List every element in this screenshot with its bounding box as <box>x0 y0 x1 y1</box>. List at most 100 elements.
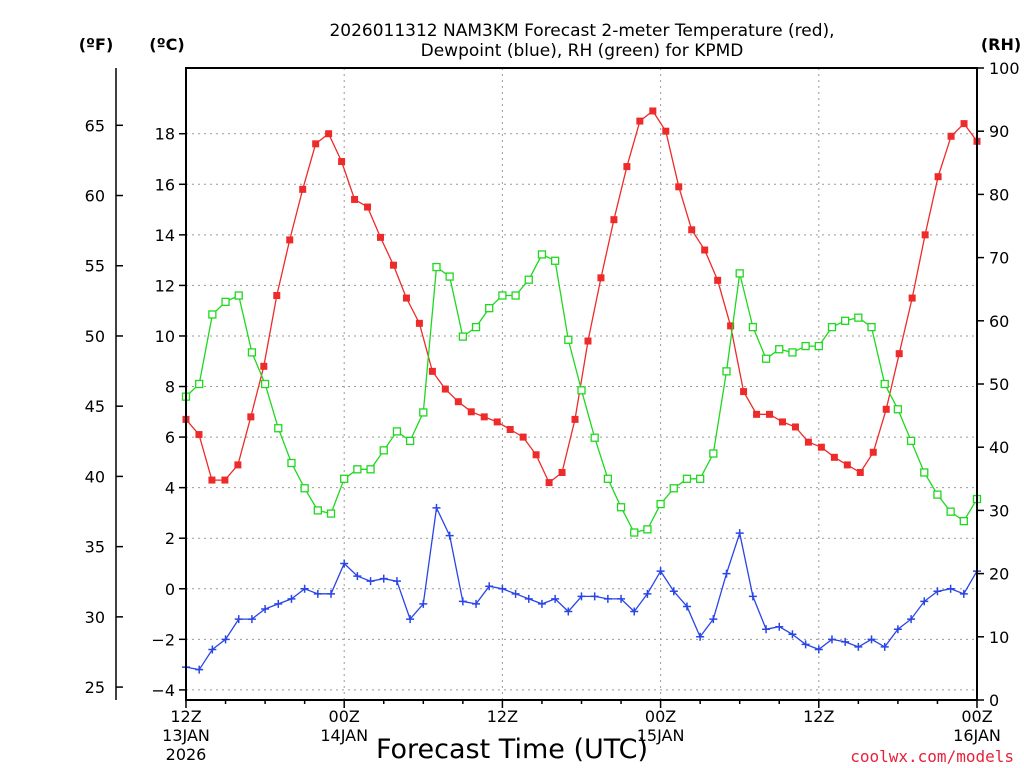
rh-point <box>405 436 415 446</box>
rh-point <box>340 474 349 483</box>
celsius-tick-label: 18 <box>155 125 175 144</box>
temp-point <box>921 231 929 239</box>
dewpoint-point <box>234 615 243 624</box>
rh-point <box>471 322 481 332</box>
temp-point <box>402 294 410 302</box>
dewpoint-point <box>775 622 784 631</box>
series-line <box>185 110 978 484</box>
dewpoint-point <box>564 607 573 616</box>
rh-point <box>485 304 494 313</box>
rh-point <box>906 436 916 446</box>
rh-tick-label: 30 <box>989 501 1009 520</box>
x-tick-label: 00Z <box>645 707 676 726</box>
dewpoint-point <box>340 559 349 568</box>
dewpoint-point <box>696 632 705 641</box>
rh-point <box>709 449 718 458</box>
dewpoint-point <box>445 531 454 540</box>
temp-point <box>856 468 864 476</box>
dewpoint-point <box>392 577 401 586</box>
dewpoint-point <box>656 567 665 576</box>
dewpoint-point <box>537 599 546 608</box>
rh-tick-label: 50 <box>989 375 1009 394</box>
rh-tick-label: 70 <box>989 249 1009 268</box>
celsius-tick-label: 16 <box>155 175 175 194</box>
temp-point <box>934 173 942 181</box>
rh-point <box>326 509 336 518</box>
temp-point <box>766 410 774 418</box>
dewpoint-point <box>419 599 428 608</box>
dewpoint-point <box>814 645 823 654</box>
dewpoint-point <box>946 584 955 593</box>
dewpoint-point <box>590 592 599 601</box>
dewpoint-point <box>287 594 296 603</box>
dewpoint-point <box>432 503 441 512</box>
x-axis-title: Forecast Time (UTC) <box>376 734 648 765</box>
rh-point <box>827 322 837 332</box>
temp-point <box>480 413 488 421</box>
dewpoint-point <box>511 589 520 598</box>
celsius-tick-label: −4 <box>151 681 175 700</box>
dewpoint-point <box>630 607 639 616</box>
dewpoint-point <box>472 599 481 608</box>
rh-point <box>696 474 705 483</box>
temp-point <box>636 117 644 125</box>
temp-point <box>584 337 592 345</box>
dewpoint-point <box>366 577 375 586</box>
fahrenheit-tick-label: 55 <box>85 257 105 276</box>
rh-point <box>234 291 243 300</box>
celsius-tick-label: 0 <box>165 580 175 599</box>
rh-point <box>933 490 942 499</box>
dewpoint-point <box>643 589 652 598</box>
rh-tick-label: 60 <box>989 312 1009 331</box>
celsius-unit-label: (ºC) <box>149 35 184 54</box>
temp-point <box>675 183 683 191</box>
dewpoint-point <box>261 604 270 613</box>
temp-point <box>532 451 540 459</box>
temp-point <box>312 140 320 148</box>
temp-point <box>649 107 657 115</box>
dewpoint-point <box>788 630 797 639</box>
rh-point <box>603 474 613 483</box>
celsius-tick-label: 14 <box>155 226 175 245</box>
temp-point <box>727 322 735 330</box>
dewpoint-point <box>406 615 415 624</box>
dewpoint-point <box>827 635 836 644</box>
rh-tick-label: 80 <box>989 185 1009 204</box>
dewpoint-point <box>300 584 309 593</box>
rh-point <box>498 291 507 300</box>
x-tick-label: 12Z <box>170 707 201 726</box>
dewpoint-point <box>603 594 612 603</box>
celsius-tick-label: 6 <box>165 428 175 447</box>
dewpoint-point <box>841 637 850 646</box>
dewpoint-point <box>208 645 217 654</box>
rh-point <box>722 367 731 376</box>
dewpoint-point <box>907 615 916 624</box>
axes: 25 30 35 40 45 50 55 60 65 −4 −2 0 2 4 6 8 10 12 14 16 18 0 10… <box>85 59 1020 764</box>
fahrenheit-tick-label: 65 <box>85 116 105 135</box>
chart-title-line-2: Dewpoint (blue), RH (green) for KPMD <box>421 41 744 61</box>
temp-point <box>558 468 566 476</box>
dewpoint-point <box>247 615 256 624</box>
temp-point <box>389 261 397 269</box>
rh-point <box>775 345 784 354</box>
temp-point <box>753 410 761 418</box>
plot-frame <box>185 67 978 701</box>
dewpoint-point <box>682 602 691 611</box>
temp-point <box>791 423 799 431</box>
rh-point <box>959 516 968 526</box>
rh-point <box>313 506 322 515</box>
temp-point <box>441 385 449 393</box>
rh-point <box>788 348 797 357</box>
temp-point <box>830 453 838 461</box>
rh-point <box>550 256 560 265</box>
rh-point <box>300 484 309 493</box>
temp-point <box>364 203 372 211</box>
rh-point <box>260 379 270 389</box>
rh-tick-label: 90 <box>989 122 1009 141</box>
temp-point <box>545 479 553 487</box>
chart-title-line-1: 2026011312 NAM3KM Forecast 2-meter Tempe… <box>329 21 834 41</box>
temp-point <box>688 226 696 234</box>
dewpoint-point <box>485 582 494 591</box>
rh-point <box>287 458 296 468</box>
dewpoint-point <box>735 529 744 538</box>
